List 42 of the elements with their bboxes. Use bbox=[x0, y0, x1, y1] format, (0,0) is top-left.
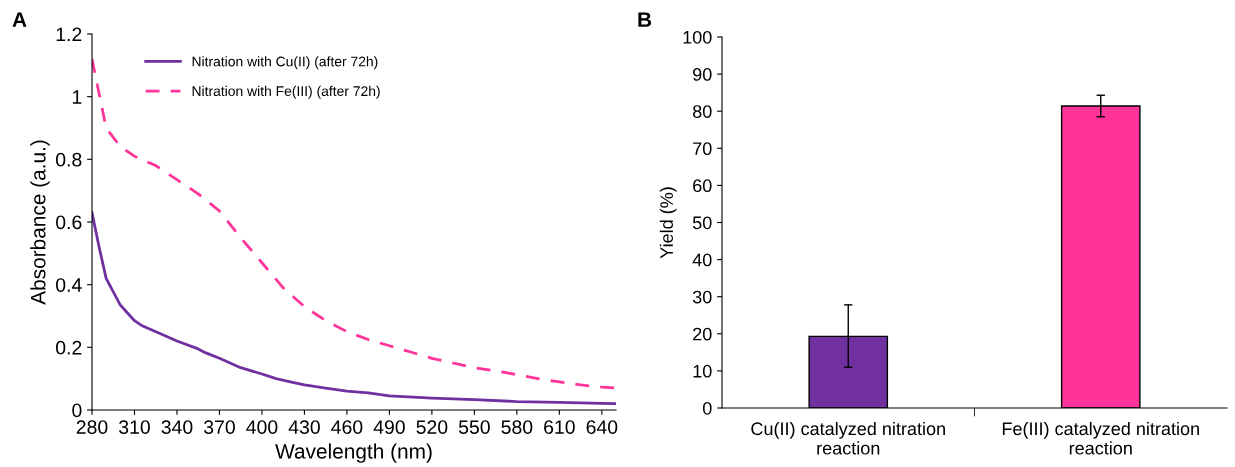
x-tick-label: 400 bbox=[246, 420, 278, 434]
x-tick-label: 520 bbox=[416, 420, 448, 434]
line-series bbox=[92, 211, 616, 406]
y-tick-label: 0.4 bbox=[56, 278, 82, 292]
y-tick-label: 1 bbox=[72, 90, 82, 104]
y-tick-label: 90 bbox=[693, 68, 712, 81]
y-tick-label: 0.8 bbox=[56, 152, 82, 167]
x-tick-label: 280 bbox=[76, 420, 108, 434]
y-tick-label: 0.6 bbox=[56, 215, 82, 230]
x-axis-title: Wavelength (nm) bbox=[275, 443, 432, 463]
text: B bbox=[638, 12, 652, 27]
y-tick-label: 0 bbox=[702, 401, 712, 415]
x-tick-label: 610 bbox=[544, 420, 575, 434]
y-tick-label: 20 bbox=[693, 327, 712, 341]
y-tick-label: 30 bbox=[692, 290, 712, 304]
y-tick-label: 0.2 bbox=[56, 340, 82, 355]
y-tick-label: 100 bbox=[683, 30, 712, 44]
text: A bbox=[12, 12, 27, 27]
x-tick-label: Cu(II) catalyzed nitration reaction bbox=[751, 421, 945, 455]
x-tick-label: 310 bbox=[119, 420, 150, 434]
y-tick-label: 70 bbox=[693, 142, 712, 156]
x-tick-label: 580 bbox=[501, 420, 533, 434]
y-tick-label: 10 bbox=[693, 364, 712, 378]
y-tick-label: 0 bbox=[72, 403, 82, 418]
x-tick-label: 460 bbox=[331, 420, 363, 434]
y-tick-label: 80 bbox=[692, 105, 712, 118]
y-tick-label: 1.2 bbox=[56, 27, 82, 42]
x-tick-label: Fe(III) catalyzed nitration reaction bbox=[1002, 421, 1199, 455]
x-tick-label: 430 bbox=[288, 420, 320, 434]
line-series bbox=[92, 57, 616, 390]
y-tick-label: 50 bbox=[692, 216, 712, 230]
legend-label: Nitration with Fe(III) (after 72h) bbox=[192, 85, 380, 99]
x-tick-label: 340 bbox=[161, 420, 193, 434]
x-tick-label: 640 bbox=[586, 420, 618, 434]
y-axis-title: Absorbance (a.u.) bbox=[30, 140, 50, 305]
y-axis-title: Yield (%) bbox=[659, 187, 677, 259]
x-tick-label: 490 bbox=[373, 420, 405, 434]
y-tick-label: 40 bbox=[692, 253, 712, 267]
x-tick-label: 550 bbox=[458, 420, 490, 434]
x-tick-label: 370 bbox=[203, 420, 235, 434]
y-tick-label: 60 bbox=[693, 179, 712, 193]
legend-label: Nitration with Cu(II) (after 72h) bbox=[192, 56, 378, 70]
